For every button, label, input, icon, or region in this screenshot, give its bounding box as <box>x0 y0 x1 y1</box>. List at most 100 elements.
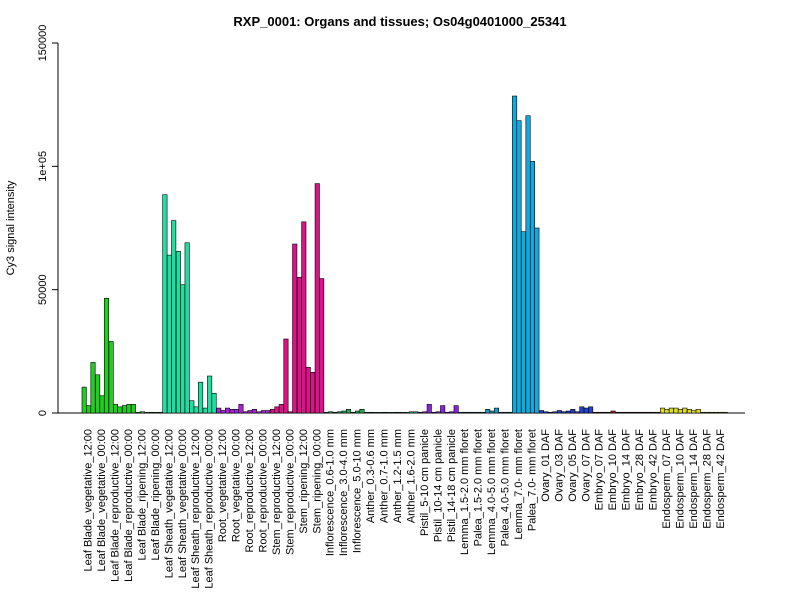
bar <box>278 404 284 414</box>
bar <box>171 220 177 414</box>
bar <box>485 408 491 414</box>
bar <box>480 411 486 414</box>
bar <box>552 411 558 414</box>
bar <box>512 95 518 414</box>
bar <box>718 411 724 414</box>
x-tick-label: Stem_reproductive_00:00 <box>284 429 296 555</box>
x-tick-label: Leaf Sheath_reproductive_12:00 <box>190 429 202 589</box>
x-tick-label: Anther_0.7-1.0 mm <box>379 429 391 523</box>
bar <box>243 411 249 414</box>
bar <box>292 243 298 414</box>
bar <box>633 411 639 414</box>
bar <box>709 411 715 414</box>
bar <box>565 410 571 414</box>
bar <box>677 408 683 414</box>
bar <box>260 410 266 414</box>
bar <box>431 411 437 414</box>
y-tick-label: 150000 <box>37 25 49 62</box>
x-tick-label: Leaf Blade_vegetative_00:00 <box>96 429 108 572</box>
x-tick-label: Anther_1.2-1.5 mm <box>392 429 404 523</box>
bar <box>561 411 567 414</box>
bar <box>225 407 231 414</box>
x-tick-label: Pistil_5-10 cm panicle <box>419 429 431 536</box>
x-tick-label: Root_vegetative_12:00 <box>217 429 229 542</box>
bar <box>413 411 419 414</box>
bar <box>462 411 468 414</box>
x-tick-label: Endosperm_28 DAF <box>701 429 713 529</box>
bar <box>700 411 706 414</box>
bar <box>476 411 482 414</box>
bar <box>234 408 240 414</box>
bar <box>90 362 96 414</box>
bar <box>346 408 352 414</box>
bar <box>364 412 370 414</box>
bar <box>251 408 257 414</box>
bar <box>722 411 728 414</box>
bar <box>269 408 275 414</box>
x-tick-label: Leaf Blade_reproductive_12:00 <box>110 429 122 582</box>
bar <box>148 411 154 414</box>
bar <box>404 411 410 414</box>
bar <box>162 194 168 414</box>
y-tick-label: 0 <box>37 410 49 416</box>
bar <box>323 411 329 414</box>
bar <box>592 411 598 414</box>
bar <box>399 412 405 414</box>
x-tick-label: Endosperm_10 DAF <box>674 429 686 529</box>
x-tick-label: Ovary_07 DAF <box>580 429 592 502</box>
bar <box>655 411 661 414</box>
bar <box>153 412 159 414</box>
bar <box>606 411 612 414</box>
bar <box>283 338 289 414</box>
bar <box>211 392 217 414</box>
bar <box>202 407 208 414</box>
bar <box>601 411 607 414</box>
bar <box>637 411 643 414</box>
x-tick-label: Inflorescence_0.6-1.0 mm <box>325 429 337 556</box>
x-tick-label: Leaf Blade_ripening_00:00 <box>150 429 162 561</box>
bar <box>713 411 719 414</box>
x-tick-label: Leaf Sheath_reproductive_00:00 <box>204 429 216 589</box>
bar <box>449 411 455 414</box>
x-tick-label: Palea_4.0-5.0 mm floret <box>500 429 512 546</box>
bar <box>471 411 477 414</box>
x-tick-label: Endosperm_07 DAF <box>661 429 673 529</box>
bar <box>189 400 195 414</box>
bar <box>458 411 464 414</box>
bar <box>95 374 101 414</box>
bar <box>238 404 244 414</box>
x-tick-label: Stem_reproductive_12:00 <box>271 429 283 555</box>
x-tick-label: Embryo_28 DAF <box>634 429 646 511</box>
x-tick-label: Inflorescence_3.0-4.0 mm <box>338 429 350 556</box>
bar <box>220 410 226 414</box>
x-tick-label: Root_reproductive_00:00 <box>257 429 269 553</box>
bar <box>301 221 307 414</box>
bar <box>139 411 145 414</box>
x-tick-label: Inflorescence_5.0-10 mm <box>352 429 364 553</box>
bar <box>377 412 383 414</box>
bar <box>381 411 387 414</box>
x-tick-label: Lemma_4.0-5.0 mm floret <box>486 429 498 555</box>
bar <box>529 161 535 414</box>
x-tick-label: Embryo_10 DAF <box>607 429 619 511</box>
bar <box>198 381 204 414</box>
bar <box>391 412 397 414</box>
bar <box>615 411 621 414</box>
bar <box>395 411 401 414</box>
bar <box>610 410 616 414</box>
bar <box>229 408 235 414</box>
x-tick-label: Ovary_01 DAF <box>540 429 552 502</box>
bar <box>135 411 141 414</box>
bar <box>368 411 374 414</box>
bar <box>207 375 213 414</box>
x-tick-label: Ovary_03 DAF <box>553 429 565 502</box>
y-axis: 0 50000 1e+05 150000 <box>37 25 59 416</box>
bar <box>337 411 343 414</box>
bar <box>350 411 356 414</box>
bar <box>525 115 531 414</box>
y-axis-label: Cy3 signal intensity <box>5 180 17 275</box>
x-tick-label: Leaf Sheath_vegetative_00:00 <box>177 429 189 578</box>
bar <box>108 341 114 414</box>
x-tick-label: Embryo_07 DAF <box>594 429 606 511</box>
bar <box>664 408 670 414</box>
